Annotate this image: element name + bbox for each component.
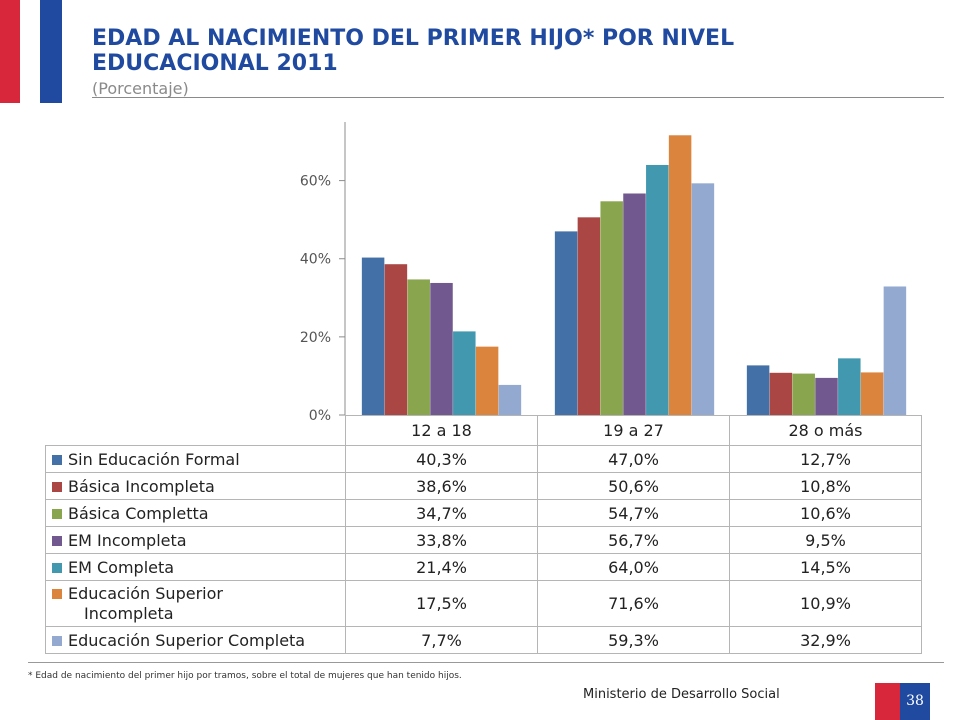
bar (453, 331, 476, 415)
legend-label: Básica Incompleta (68, 476, 215, 496)
data-label: 12,7% (729, 445, 922, 473)
legend-swatch (52, 562, 62, 573)
table-row: Educación Superior Incompleta 17,5% 71,6% 10… (45, 580, 922, 627)
data-label: 64,0% (537, 553, 730, 581)
data-label: 21,4% (345, 553, 538, 581)
data-label: 71,6% (537, 580, 730, 627)
footer-divider (28, 662, 944, 663)
legend-entry: Educación Superior Incompleta (45, 580, 346, 627)
data-label: 7,7% (345, 626, 538, 654)
legend-entry: EM Completa (45, 553, 346, 581)
data-label: 50,6% (537, 472, 730, 500)
bar (769, 372, 793, 415)
x-tick-label: 28 o más (729, 415, 922, 446)
data-label: 10,6% (729, 499, 922, 527)
table-row: EM Completa 21,4% 64,0% 14,5% (45, 553, 922, 581)
title-line-2: EDUCACIONAL 2011 (92, 51, 338, 76)
data-table: 12 a 18 19 a 27 28 o más Sin Educación Form… (45, 415, 922, 654)
page-subtitle: (Porcentaje) (92, 79, 189, 98)
legend-entry: Básica Incompleta (45, 472, 346, 500)
legend-label: EM Completa (68, 557, 175, 577)
data-label: 32,9% (729, 626, 922, 654)
title-divider (92, 97, 944, 98)
legend-swatch (52, 535, 62, 546)
data-label: 10,8% (729, 472, 922, 500)
y-tick-label: 40% (300, 252, 331, 268)
bar (883, 286, 907, 415)
y-tick-label: 60% (300, 174, 331, 190)
flag-blue-stripe (40, 0, 62, 103)
data-label: 38,6% (345, 472, 538, 500)
bar (623, 193, 646, 415)
footnote: * Edad de nacimiento del primer hijo por… (28, 671, 462, 681)
table-row: Sin Educación Formal 40,3% 47,0% 12,7% (45, 445, 922, 473)
legend-label: EM Incompleta (68, 530, 187, 550)
flag-white-stripe (20, 0, 40, 103)
page-badge-red (875, 683, 900, 720)
legend-swatch (52, 508, 62, 519)
data-label: 17,5% (345, 580, 538, 627)
bar (691, 183, 715, 415)
legend-entry: EM Incompleta (45, 526, 346, 554)
legend-label: Sin Educación Formal (68, 449, 240, 469)
x-tick-label: 19 a 27 (537, 415, 730, 446)
bar (668, 135, 692, 416)
bar (838, 358, 861, 415)
data-label: 59,3% (537, 626, 730, 654)
bar (407, 279, 430, 415)
table-row: Básica Completta 34,7% 54,7% 10,6% (45, 499, 922, 527)
legend-label: Educación Superior Incompleta (68, 583, 223, 623)
data-label: 56,7% (537, 526, 730, 554)
legend-swatch (52, 588, 62, 599)
bar (554, 231, 578, 415)
data-label: 10,9% (729, 580, 922, 627)
page-number: 38 (900, 683, 930, 720)
data-label: 40,3% (345, 445, 538, 473)
data-label: 9,5% (729, 526, 922, 554)
bar (792, 373, 815, 415)
legend-entry: Sin Educación Formal (45, 445, 346, 473)
bar (646, 164, 669, 415)
bar (600, 201, 623, 415)
legend-swatch (52, 635, 62, 646)
bar (384, 264, 408, 415)
bar (746, 365, 770, 415)
title-line-1: EDAD AL NACIMIENTO DEL PRIMER HIJO* POR … (92, 26, 735, 51)
legend-label: Básica Completta (68, 503, 209, 523)
legend-label: Educación Superior Completa (68, 630, 306, 650)
bar (361, 257, 385, 415)
legend-swatch (52, 454, 62, 465)
y-tick-label: 20% (300, 330, 331, 346)
flag-red-stripe (0, 0, 20, 103)
table-corner (45, 415, 346, 446)
table-row: EM Incompleta 33,8% 56,7% 9,5% (45, 526, 922, 554)
legend-entry: Básica Completta (45, 499, 346, 527)
bar (498, 384, 522, 415)
ministry-name: Ministerio de Desarrollo Social (583, 687, 780, 702)
data-label: 14,5% (729, 553, 922, 581)
bar (475, 346, 499, 415)
data-label: 54,7% (537, 499, 730, 527)
data-label: 47,0% (537, 445, 730, 473)
bar (815, 377, 838, 415)
page-title: EDAD AL NACIMIENTO DEL PRIMER HIJO* POR … (92, 26, 932, 76)
legend-entry: Educación Superior Completa (45, 626, 346, 654)
bar (860, 372, 884, 415)
table-row: Educación Superior Completa 7,7% 59,3% 32,9… (45, 626, 922, 654)
x-tick-label: 12 a 18 (345, 415, 538, 446)
bar (430, 282, 453, 415)
data-label: 34,7% (345, 499, 538, 527)
data-label: 33,8% (345, 526, 538, 554)
bar-chart: 0%20%40%60% (300, 122, 907, 424)
table-row: Básica Incompleta 38,6% 50,6% 10,8% (45, 472, 922, 500)
table-header-row: 12 a 18 19 a 27 28 o más (45, 415, 922, 446)
bar (577, 217, 601, 415)
legend-swatch (52, 481, 62, 492)
